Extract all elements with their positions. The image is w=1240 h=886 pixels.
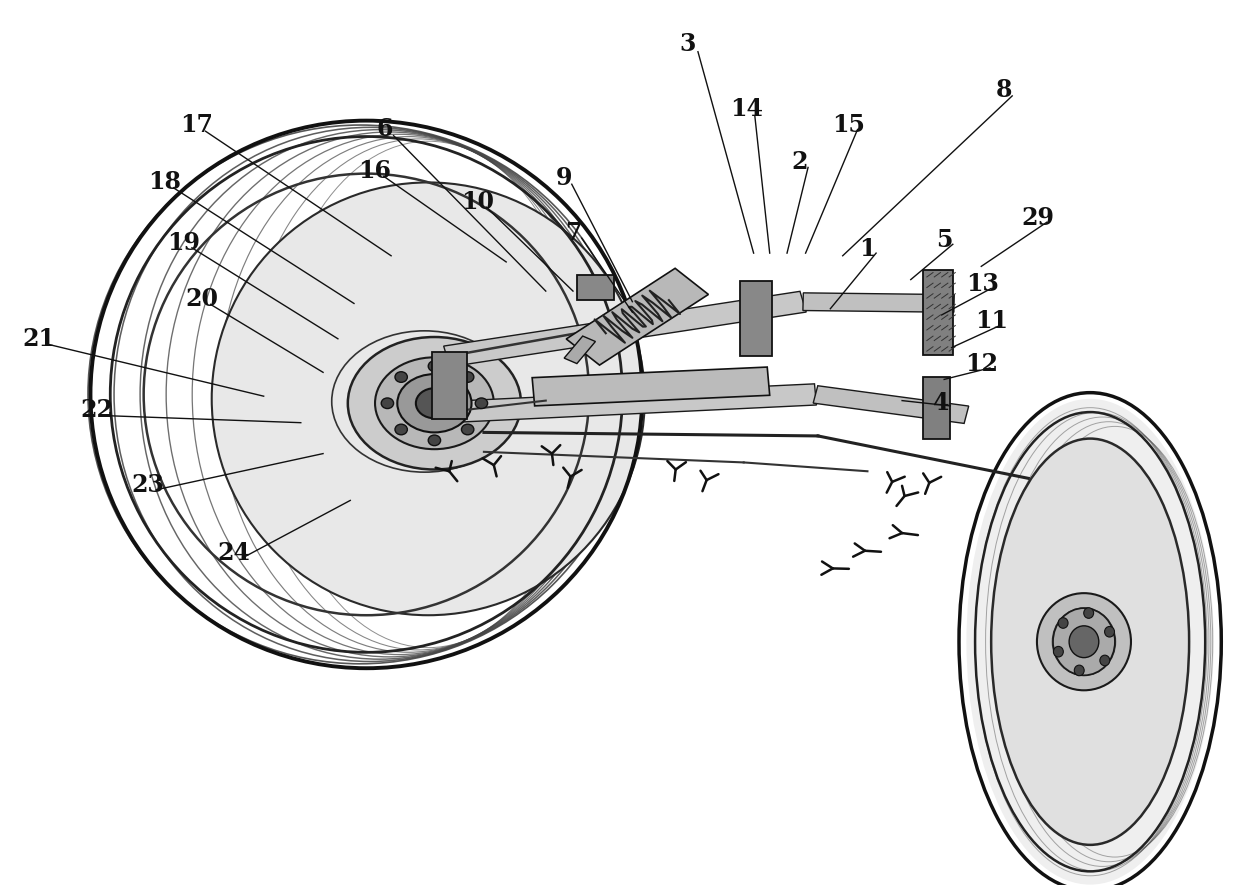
- Ellipse shape: [397, 374, 471, 432]
- Text: 21: 21: [22, 327, 55, 351]
- FancyBboxPatch shape: [577, 276, 614, 300]
- Text: 22: 22: [81, 399, 113, 423]
- Polygon shape: [804, 293, 955, 312]
- Ellipse shape: [1037, 593, 1131, 690]
- Text: 4: 4: [934, 392, 950, 416]
- Text: 14: 14: [729, 97, 763, 121]
- FancyBboxPatch shape: [923, 270, 952, 354]
- Text: 8: 8: [996, 78, 1012, 102]
- Polygon shape: [444, 291, 806, 367]
- Text: 29: 29: [1022, 206, 1055, 229]
- Ellipse shape: [461, 372, 474, 383]
- Text: 23: 23: [131, 472, 164, 496]
- Text: 18: 18: [149, 170, 181, 194]
- Ellipse shape: [1074, 665, 1084, 676]
- FancyBboxPatch shape: [432, 352, 466, 419]
- Ellipse shape: [475, 398, 487, 408]
- Ellipse shape: [1100, 655, 1110, 665]
- Text: 2: 2: [791, 150, 807, 175]
- Text: 24: 24: [217, 541, 250, 565]
- Text: 7: 7: [564, 221, 582, 245]
- Text: 20: 20: [185, 287, 218, 311]
- Ellipse shape: [991, 439, 1189, 845]
- Text: 10: 10: [461, 190, 495, 214]
- Text: 17: 17: [180, 113, 213, 137]
- Polygon shape: [532, 367, 770, 406]
- Ellipse shape: [1054, 647, 1064, 657]
- Text: 13: 13: [966, 272, 999, 296]
- FancyBboxPatch shape: [923, 377, 950, 439]
- Ellipse shape: [396, 372, 408, 383]
- Ellipse shape: [1053, 608, 1115, 675]
- Ellipse shape: [428, 435, 440, 446]
- Text: 15: 15: [832, 113, 866, 137]
- Ellipse shape: [374, 357, 494, 449]
- Text: 5: 5: [936, 228, 952, 252]
- Ellipse shape: [1058, 618, 1068, 628]
- Ellipse shape: [415, 388, 453, 418]
- Text: 12: 12: [965, 352, 998, 376]
- Text: 9: 9: [556, 166, 573, 190]
- Text: 11: 11: [975, 309, 1008, 333]
- Text: 19: 19: [166, 230, 200, 254]
- Ellipse shape: [347, 337, 521, 470]
- Polygon shape: [564, 336, 595, 363]
- Polygon shape: [446, 384, 816, 423]
- FancyBboxPatch shape: [740, 282, 773, 356]
- Ellipse shape: [1084, 608, 1094, 618]
- Text: 16: 16: [358, 159, 392, 183]
- Ellipse shape: [966, 399, 1214, 884]
- Ellipse shape: [381, 398, 393, 408]
- Ellipse shape: [88, 119, 645, 670]
- Ellipse shape: [461, 424, 474, 435]
- Ellipse shape: [212, 183, 645, 615]
- Ellipse shape: [1105, 626, 1115, 637]
- Text: 3: 3: [680, 32, 696, 56]
- Text: 6: 6: [377, 118, 393, 142]
- Ellipse shape: [1069, 626, 1099, 657]
- Polygon shape: [813, 385, 968, 424]
- Ellipse shape: [396, 424, 408, 435]
- Ellipse shape: [428, 361, 440, 371]
- Text: 1: 1: [859, 237, 875, 260]
- Ellipse shape: [956, 390, 1224, 886]
- Polygon shape: [567, 268, 708, 365]
